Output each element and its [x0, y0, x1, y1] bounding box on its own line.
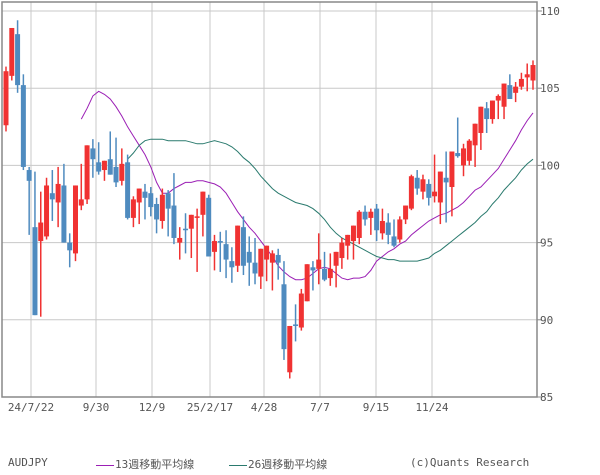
- legend-ma26: 26週移動平均線: [229, 456, 327, 472]
- ma13-label: 13週移動平均線: [115, 458, 195, 471]
- y-tick-label: 85: [540, 391, 553, 404]
- ma26-label: 26週移動平均線: [248, 458, 328, 471]
- y-tick-label: 105: [540, 82, 560, 95]
- x-tick-label: 9/30: [83, 401, 110, 414]
- ma13-swatch: [96, 464, 114, 466]
- x-tick-label: 7/7: [310, 401, 330, 414]
- x-axis-ticks: 24/7/22 9/30 12/9 25/2/17 4/28 7/7 9/15 11/24: [8, 401, 449, 414]
- x-tick-label: 11/24: [415, 401, 448, 414]
- x-tick-label: 12/9: [139, 401, 166, 414]
- credit-text: (c)Quants Research: [410, 456, 530, 469]
- x-tick-label: 25/2/17: [187, 401, 233, 414]
- candles: [3, 20, 536, 379]
- x-tick-label: 4/28: [251, 401, 278, 414]
- x-tick-label: 24/7/22: [8, 401, 54, 414]
- ma26-swatch: [229, 464, 247, 466]
- plot-frame: [1, 1, 538, 398]
- y-tick-label: 100: [540, 159, 560, 172]
- x-tick-label: 9/15: [363, 401, 390, 414]
- moving-average-lines: [80, 90, 534, 281]
- y-tick-label: 110: [540, 5, 560, 18]
- legend-ma13: 13週移動平均線: [96, 456, 194, 472]
- grid-lines: [2, 2, 537, 398]
- y-tick-label: 90: [540, 314, 553, 327]
- y-tick-label: 95: [540, 237, 553, 250]
- legend-symbol: AUDJPY: [8, 456, 48, 469]
- y-axis-ticks: 85 90 95 100 105 110: [537, 5, 560, 404]
